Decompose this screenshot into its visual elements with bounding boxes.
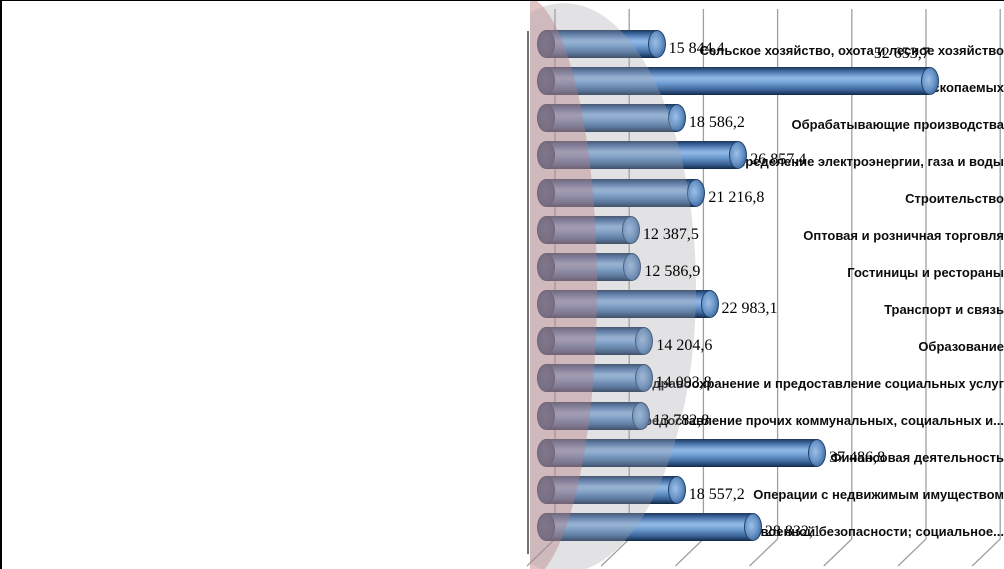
bar-left-cap	[537, 401, 555, 430]
bar-right-cap	[621, 215, 640, 244]
bar-left-cap	[537, 67, 555, 96]
bar-body	[546, 475, 677, 504]
bar	[537, 104, 686, 133]
bar	[537, 512, 762, 541]
category-label: Гостиницы и рестораны	[847, 265, 1004, 280]
bar-body	[546, 512, 753, 541]
bar-right-cap	[632, 401, 651, 430]
data-label: 18 557,2	[688, 485, 745, 503]
bar	[537, 438, 827, 467]
gridline-floor-foot	[897, 538, 927, 567]
data-label: 13 782,8	[653, 411, 710, 429]
data-label: 12 387,5	[642, 225, 699, 243]
data-label: 18 586,2	[688, 114, 745, 132]
bar	[537, 67, 939, 96]
bar	[537, 141, 748, 170]
bar-body	[546, 215, 631, 244]
bar-body	[546, 67, 930, 96]
data-label: 22 983,1	[721, 300, 778, 318]
category-label: Финансовая деятельность	[830, 450, 1004, 465]
bar-body	[546, 327, 645, 356]
bar-body	[546, 252, 633, 281]
gridline-floor-foot	[749, 538, 779, 567]
bar-right-cap	[808, 438, 827, 467]
bar-left-cap	[537, 290, 555, 319]
bar-right-cap	[743, 512, 762, 541]
data-label: 26 857,4	[750, 151, 807, 169]
category-label: Оптовая и розничная торговля	[803, 228, 1004, 243]
bar-body	[546, 178, 697, 207]
category-label: Сельское хозяйство, охота и лесное хозяй…	[699, 43, 1004, 58]
bar-right-cap	[700, 290, 719, 319]
bar	[537, 401, 651, 430]
bar	[537, 30, 666, 58]
data-label: 37 486,8	[829, 448, 886, 466]
category-label: Предоставление прочих коммунальных, соци…	[634, 413, 1004, 428]
bar	[537, 178, 706, 207]
data-label: 15 844,4	[668, 40, 725, 57]
data-label: 28 832,1	[764, 522, 821, 540]
bar-body	[546, 290, 710, 319]
category-label: Строительство	[905, 191, 1004, 206]
bar-body	[546, 438, 818, 467]
data-label: 12 586,9	[644, 262, 701, 280]
bar-body	[546, 401, 642, 430]
category-label: Транспорт и связь	[884, 302, 1004, 317]
bar-right-cap	[634, 364, 653, 393]
category-label: Обрабатывающие производства	[791, 117, 1004, 132]
data-label: 52 653,7	[873, 45, 930, 63]
category-label: Здравоохранение и предоставление социаль…	[644, 376, 1004, 391]
bar	[537, 215, 640, 244]
bar	[537, 327, 654, 356]
bar-right-cap	[623, 252, 642, 281]
bar-right-cap	[687, 178, 706, 207]
bar-left-cap	[537, 512, 555, 541]
bar-body	[546, 141, 739, 170]
gridline-floor-foot	[600, 538, 630, 567]
category-label: Образование	[918, 339, 1004, 354]
bar-body	[546, 104, 677, 133]
bar-left-cap	[537, 141, 555, 170]
bar-right-cap	[729, 141, 748, 170]
bar	[537, 475, 686, 504]
bar-left-cap	[537, 364, 555, 393]
bar-left-cap	[537, 30, 555, 58]
bar-body	[546, 30, 657, 58]
gridline-floor-foot	[674, 538, 704, 567]
bar-left-cap	[537, 327, 555, 356]
category-label: Операции с недвижимым имуществом	[753, 487, 1004, 502]
bar-left-cap	[537, 104, 555, 133]
bar-left-cap	[537, 215, 555, 244]
bar-right-cap	[667, 475, 686, 504]
bar	[537, 364, 653, 393]
bar-left-cap	[537, 438, 555, 467]
bar-body	[546, 364, 644, 393]
bar-right-cap	[647, 30, 666, 58]
gridline-floor-foot	[526, 538, 556, 567]
bar	[537, 290, 719, 319]
bar-right-cap	[920, 67, 939, 96]
bar-left-cap	[537, 252, 555, 281]
data-label: 14 093,8	[655, 374, 712, 392]
bar	[537, 252, 642, 281]
gridline-floor-foot	[971, 538, 1001, 567]
bar-left-cap	[537, 475, 555, 504]
gridline-floor-foot	[823, 538, 853, 567]
bar-right-cap	[635, 327, 654, 356]
bar-right-cap	[667, 104, 686, 133]
data-label: 21 216,8	[708, 188, 765, 206]
data-label: 14 204,6	[656, 337, 713, 355]
bar-left-cap	[537, 178, 555, 207]
